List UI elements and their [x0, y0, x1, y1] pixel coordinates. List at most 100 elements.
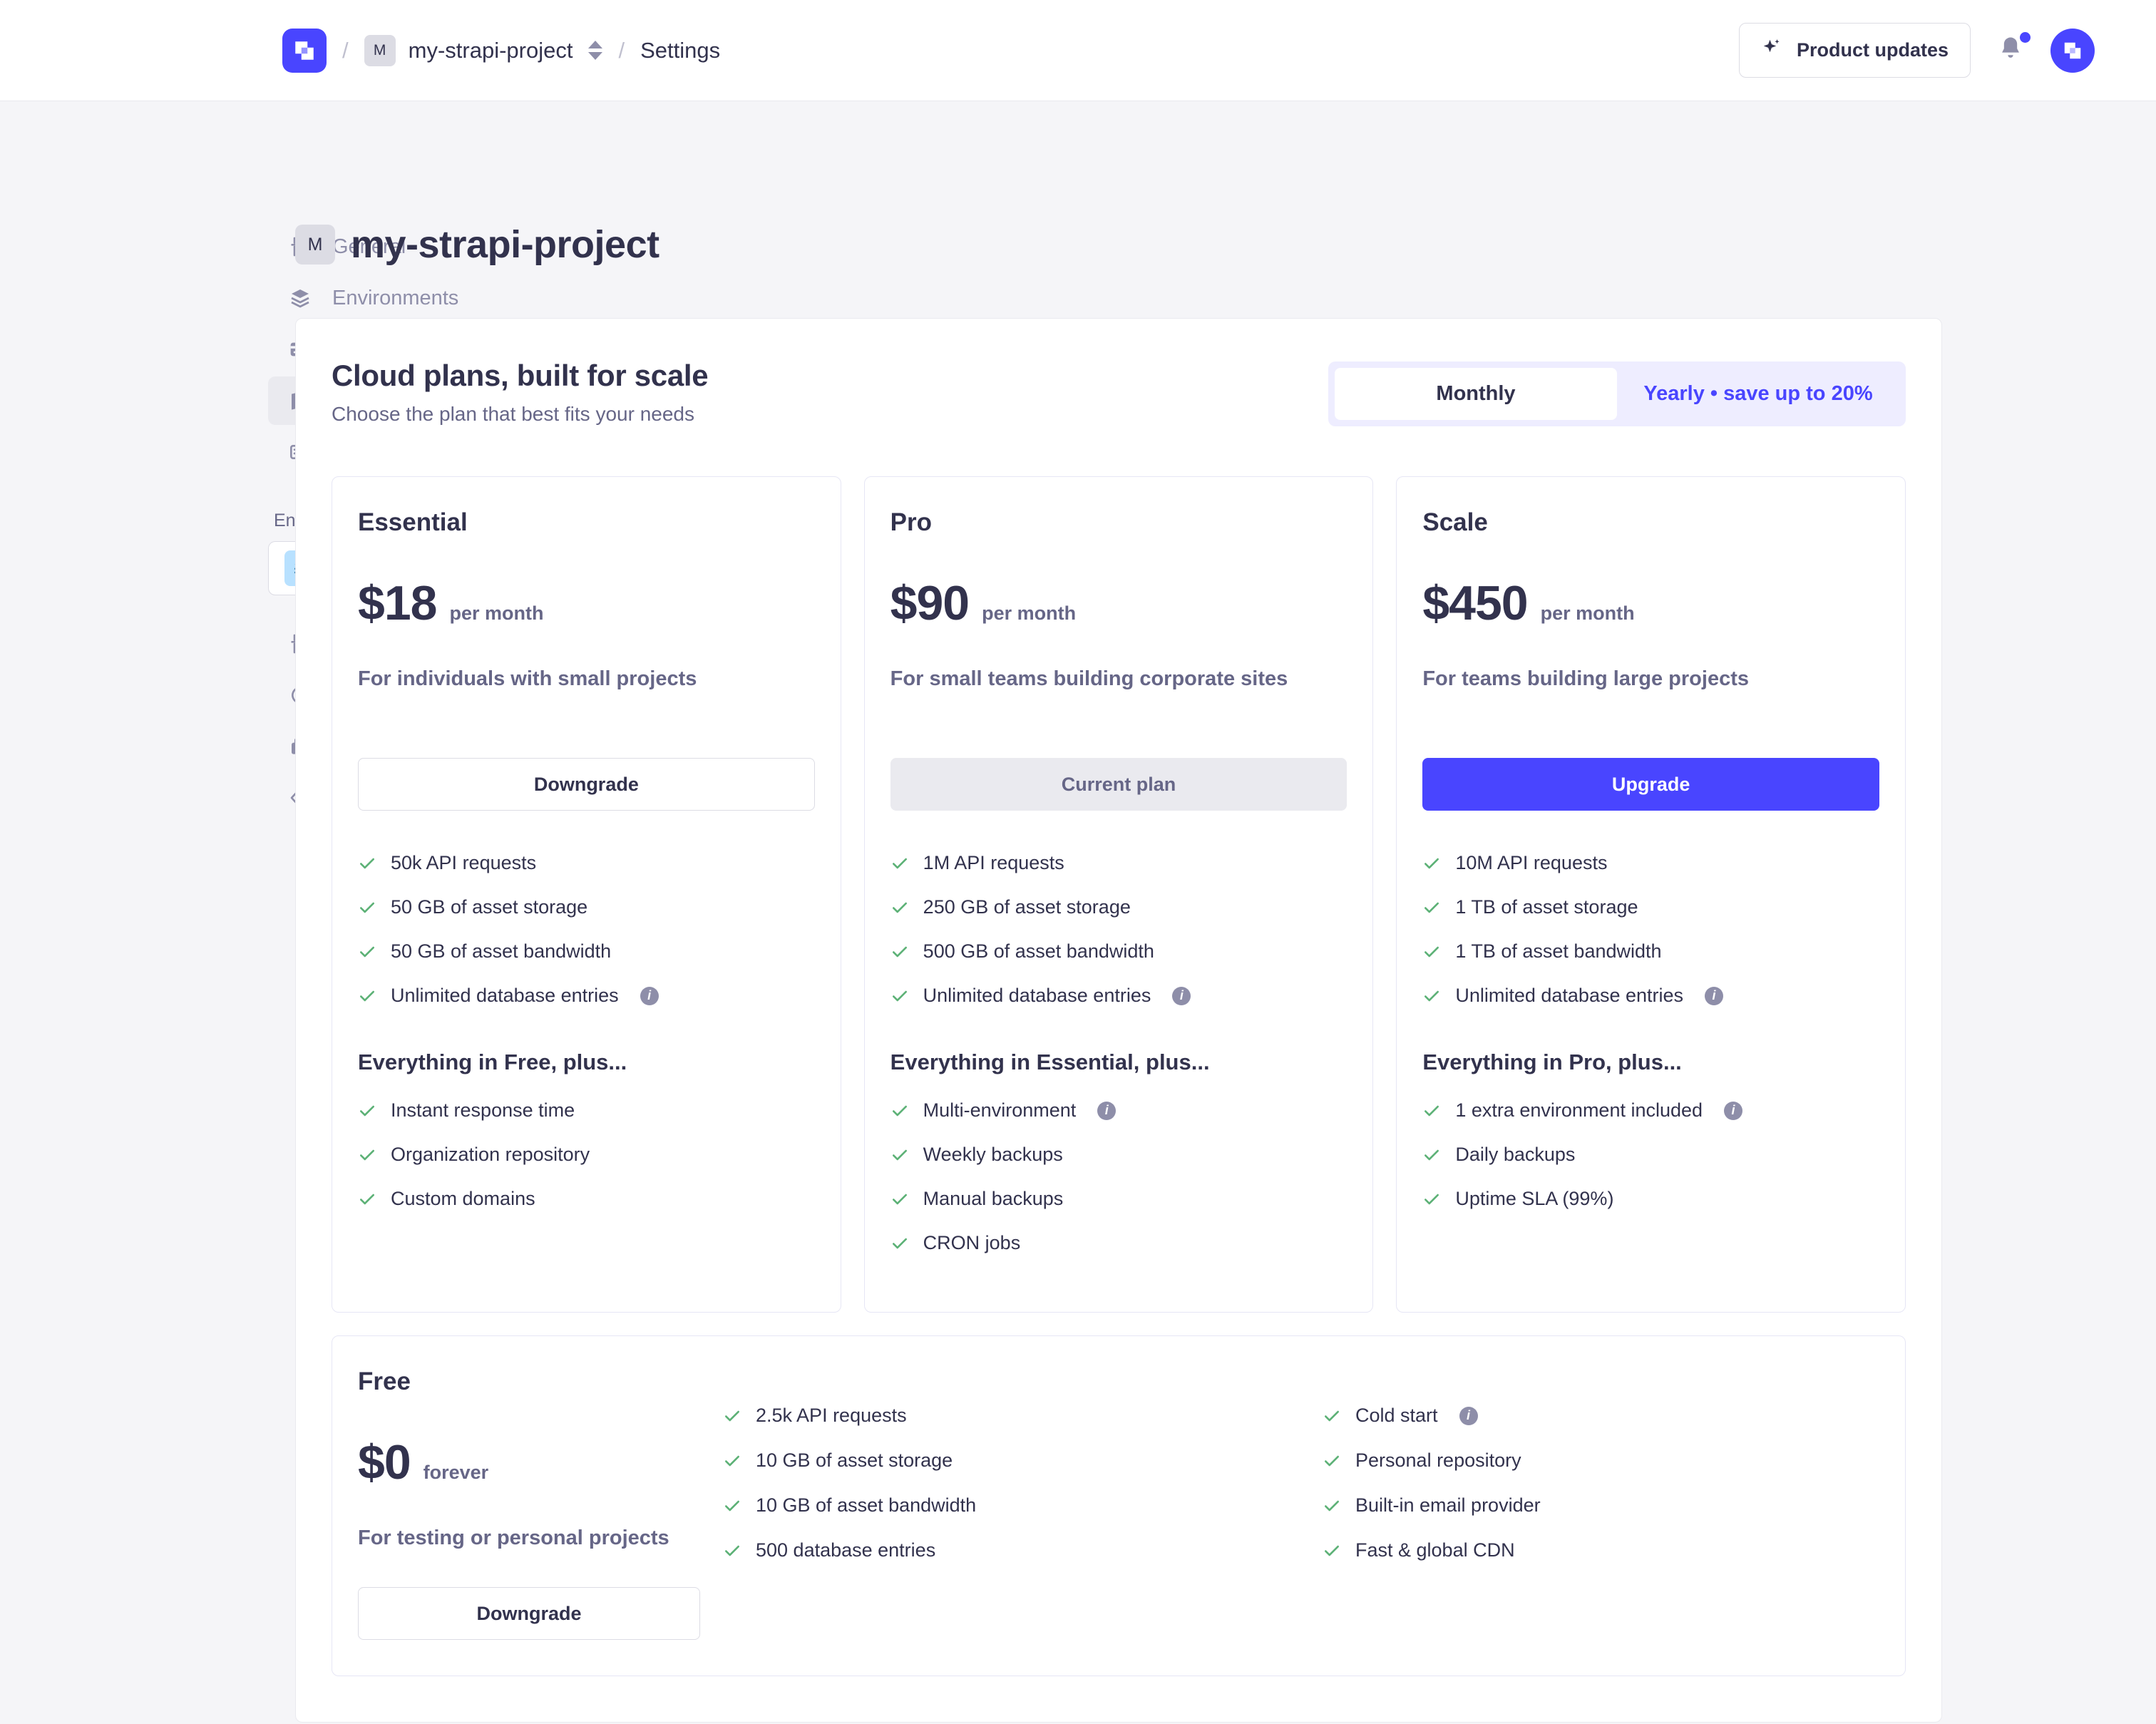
- plan-cta-button[interactable]: Downgrade: [358, 758, 815, 811]
- plan-feature-label: 1 TB of asset bandwidth: [1455, 940, 1662, 962]
- check-icon: [1323, 1497, 1341, 1515]
- info-icon[interactable]: i: [1459, 1406, 1478, 1425]
- plan-feature: 1 TB of asset bandwidth: [1422, 940, 1879, 963]
- plan-feature: 50 GB of asset storage: [358, 896, 815, 918]
- bell-icon: [2002, 37, 2019, 58]
- plan-feature-group-title: Everything in Free, plus...: [358, 1050, 627, 1074]
- check-icon: [890, 943, 909, 961]
- check-icon: [1323, 1452, 1341, 1470]
- plan-feature-label: Instant response time: [391, 1099, 575, 1121]
- product-updates-button[interactable]: Product updates: [1738, 23, 1971, 78]
- strapi-logo-icon[interactable]: [282, 28, 327, 73]
- main-content: M my-strapi-project Cloud plans, built f…: [295, 101, 2156, 1724]
- check-icon: [890, 898, 909, 917]
- plan-price-row: $450 per month: [1422, 575, 1879, 631]
- plan-feature-label: 500 database entries: [756, 1539, 936, 1561]
- check-icon: [1422, 943, 1441, 961]
- plan-feature-label: Unlimited database entries: [391, 985, 619, 1006]
- check-icon: [890, 987, 909, 1005]
- notification-dot-badge: [2020, 31, 2031, 43]
- plan-feature: 1M API requests: [890, 852, 1348, 874]
- billing-toggle-monthly[interactable]: Monthly: [1335, 368, 1617, 420]
- plan-feature-label: 250 GB of asset storage: [923, 896, 1131, 918]
- plan-feature: Instant response time: [358, 1099, 815, 1122]
- info-icon[interactable]: i: [640, 986, 659, 1005]
- check-icon: [723, 1452, 741, 1470]
- plan-feature-label: 1 extra environment included: [1455, 1099, 1703, 1121]
- plan-feature-label: Manual backups: [923, 1188, 1064, 1209]
- plan-name: Free: [358, 1368, 411, 1395]
- check-icon: [358, 1102, 376, 1120]
- top-bar: / M my-strapi-project / Settings Product…: [0, 0, 2156, 101]
- sparkle-icon: [1761, 37, 1782, 63]
- breadcrumb-project-name[interactable]: my-strapi-project: [408, 37, 573, 63]
- plan-description: For teams building large projects: [1422, 667, 1749, 690]
- plan-feature-list: 10M API requests 1 TB of asset storage 1 T…: [1422, 852, 1879, 1232]
- plan-name: Pro: [890, 508, 933, 536]
- breadcrumb-separator-2: /: [618, 37, 625, 63]
- check-icon: [890, 1190, 909, 1209]
- breadcrumb-separator-1: /: [342, 37, 349, 63]
- check-icon: [890, 1102, 909, 1120]
- check-icon: [358, 898, 376, 917]
- user-avatar-icon[interactable]: [2050, 28, 2095, 73]
- plan-feature: 50k API requests: [358, 852, 815, 874]
- plans-heading: Cloud plans, built for scale: [332, 359, 709, 392]
- check-icon: [1422, 987, 1441, 1005]
- page-header: M my-strapi-project: [295, 222, 1942, 267]
- plan-cta-button[interactable]: Current plan: [890, 758, 1348, 811]
- billing-period-toggle: Monthly Yearly • save up to 20%: [1328, 361, 1906, 426]
- plan-feature-label: 2.5k API requests: [756, 1405, 907, 1426]
- plan-feature: 500 GB of asset bandwidth: [890, 940, 1348, 963]
- plan-feature: Multi-environment i: [890, 1099, 1348, 1122]
- plan-feature: Daily backups: [1422, 1144, 1879, 1166]
- billing-toggle-yearly[interactable]: Yearly • save up to 20%: [1643, 382, 1873, 405]
- sidebar-item-label: Environments: [332, 286, 459, 309]
- plan-feature-label: CRON jobs: [923, 1232, 1021, 1253]
- plan-feature: Unlimited database entries i: [358, 985, 815, 1007]
- check-icon: [358, 854, 376, 873]
- plan-price-row: $0 forever: [358, 1435, 700, 1490]
- plan-feature-list: 50k API requests 50 GB of asset storage 50…: [358, 852, 815, 1232]
- plan-feature: Custom domains: [358, 1188, 815, 1210]
- plan-feature: 250 GB of asset storage: [890, 896, 1348, 918]
- info-icon[interactable]: i: [1724, 1101, 1743, 1120]
- plan-card-scale: Scale $450 per month For teams building lar…: [1396, 476, 1906, 1313]
- info-icon[interactable]: i: [1097, 1101, 1116, 1120]
- plan-feature-label: Unlimited database entries: [1455, 985, 1684, 1006]
- plan-feature-group-title: Everything in Essential, plus...: [890, 1050, 1210, 1074]
- plan-feature-list: 1M API requests 250 GB of asset storage 50…: [890, 852, 1348, 1276]
- check-icon: [890, 1146, 909, 1164]
- plan-feature-label: 10 GB of asset storage: [756, 1450, 953, 1471]
- plan-feature: 2.5k API requests: [723, 1405, 1280, 1427]
- check-icon: [890, 854, 909, 873]
- plan-feature: Weekly backups: [890, 1144, 1348, 1166]
- info-icon[interactable]: i: [1705, 986, 1724, 1005]
- free-features-column-1: 2.5k API requests 10 GB of asset storage 1…: [723, 1405, 1280, 1640]
- free-features-column-2: Cold start i Personal repository Built-in e…: [1323, 1405, 1879, 1640]
- plan-cta-button[interactable]: Upgrade: [1422, 758, 1880, 811]
- plan-feature-label: Weekly backups: [923, 1144, 1063, 1165]
- plan-feature: Fast & global CDN: [1323, 1539, 1879, 1561]
- free-plan-cta-button[interactable]: Downgrade: [358, 1587, 700, 1641]
- plan-feature: Unlimited database entries i: [890, 985, 1348, 1007]
- plan-feature: 10 GB of asset storage: [723, 1450, 1280, 1472]
- plan-feature-label: Unlimited database entries: [923, 985, 1151, 1006]
- notifications-button[interactable]: [1995, 31, 2031, 68]
- sidebar-item-environments[interactable]: Environments: [268, 274, 656, 322]
- plan-price-unit: per month: [982, 602, 1077, 624]
- project-switcher-chevrons-icon[interactable]: [588, 41, 603, 60]
- settings-sidebar: General Environments: [0, 101, 656, 1724]
- check-icon: [1422, 1146, 1441, 1164]
- plan-feature: 1 TB of asset storage: [1422, 896, 1879, 918]
- check-icon: [723, 1541, 741, 1560]
- plan-feature-label: 50 GB of asset bandwidth: [391, 940, 612, 962]
- check-icon: [358, 1190, 376, 1209]
- plan-feature: 1 extra environment included i: [1422, 1099, 1879, 1122]
- plan-feature-label: Custom domains: [391, 1188, 535, 1209]
- plan-feature-label: Fast & global CDN: [1355, 1539, 1515, 1561]
- free-plan-summary: Free $0 forever For testing or personal …: [358, 1368, 700, 1641]
- breadcrumb-settings[interactable]: Settings: [640, 37, 721, 63]
- plan-feature: 500 database entries: [723, 1539, 1280, 1561]
- info-icon[interactable]: i: [1172, 986, 1191, 1005]
